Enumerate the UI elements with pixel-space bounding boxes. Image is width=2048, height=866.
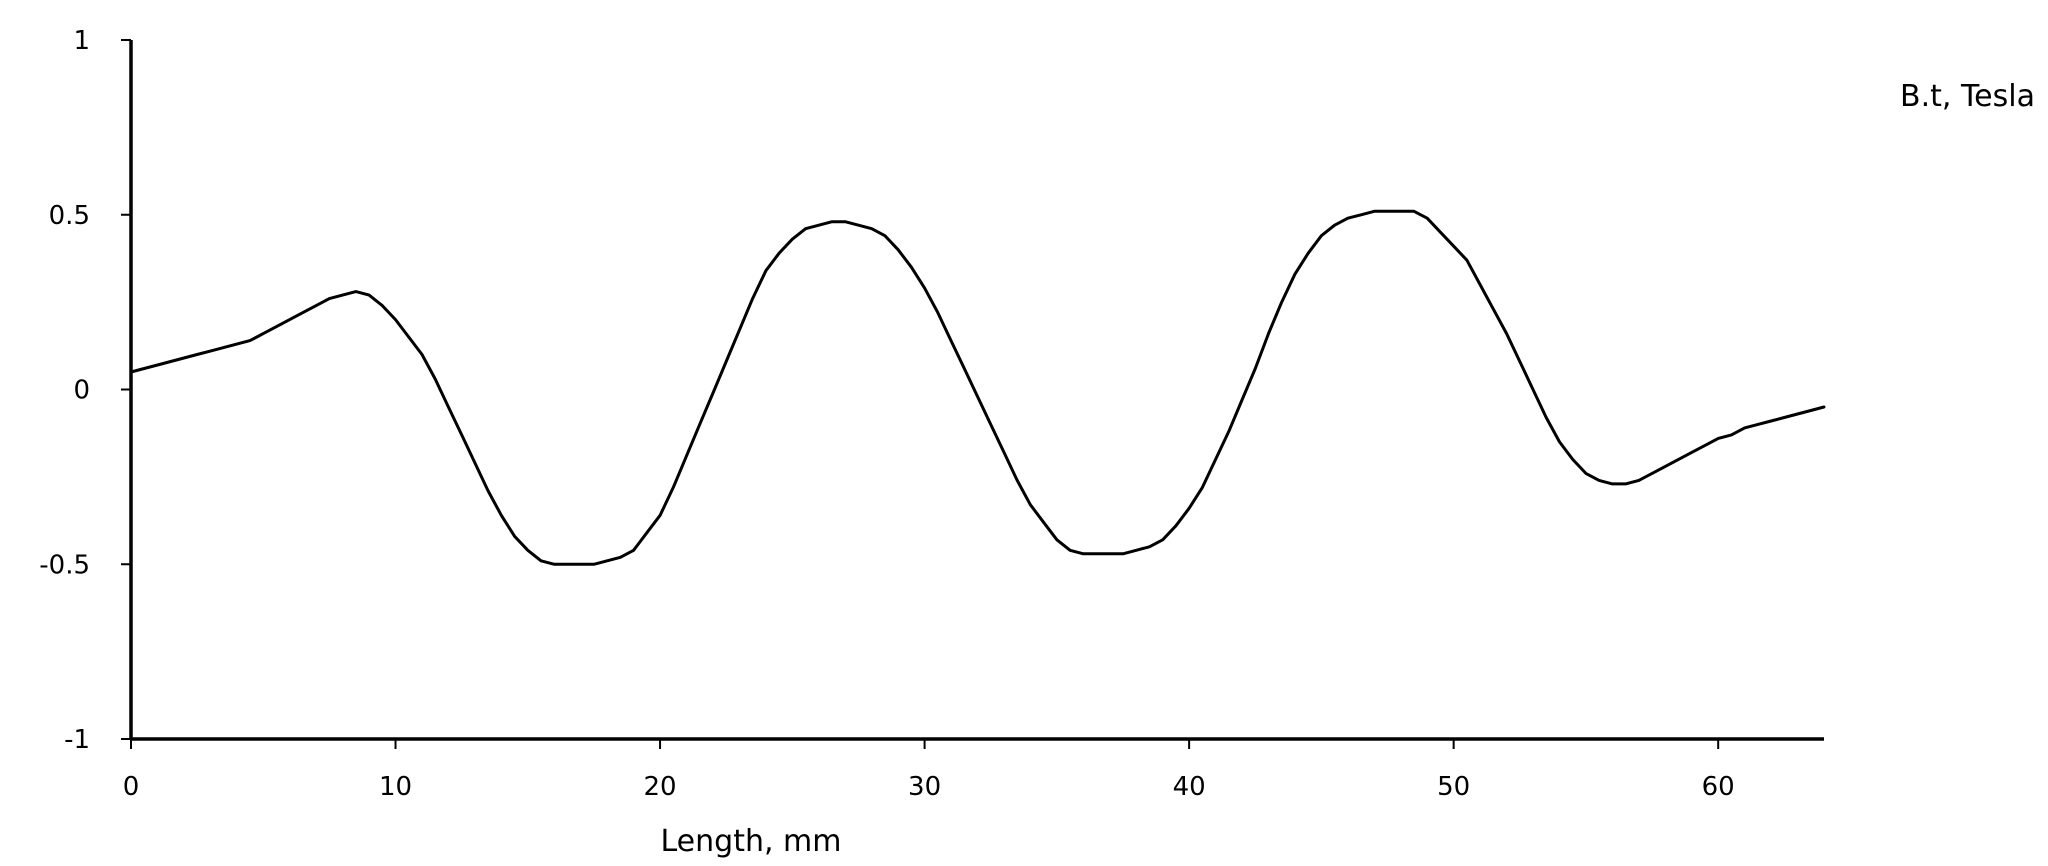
y-tick-label: 0.5 — [49, 201, 90, 231]
x-tick-label: 50 — [1437, 772, 1470, 802]
y-axis-title: B.t, Tesla — [1900, 79, 2035, 114]
y-tick-label: 1 — [73, 26, 90, 56]
x-tick-label: 40 — [1173, 772, 1206, 802]
x-axis-title: Length, mm — [661, 824, 842, 859]
y-axis-ticks: 1 0.5 0 -0.5 -1 — [39, 26, 131, 755]
x-tick-label: 30 — [908, 772, 941, 802]
x-tick-label: 60 — [1702, 772, 1735, 802]
series-line — [129, 209, 1826, 566]
y-tick-label: -0.5 — [39, 550, 90, 580]
x-tick-label: 0 — [123, 772, 140, 802]
y-tick-label: -1 — [64, 725, 90, 755]
x-axis-ticks: 0 10 20 30 40 50 60 — [123, 739, 1735, 802]
x-tick-label: 10 — [379, 772, 412, 802]
x-tick-label: 20 — [644, 772, 677, 802]
y-tick-label: 0 — [73, 376, 90, 406]
